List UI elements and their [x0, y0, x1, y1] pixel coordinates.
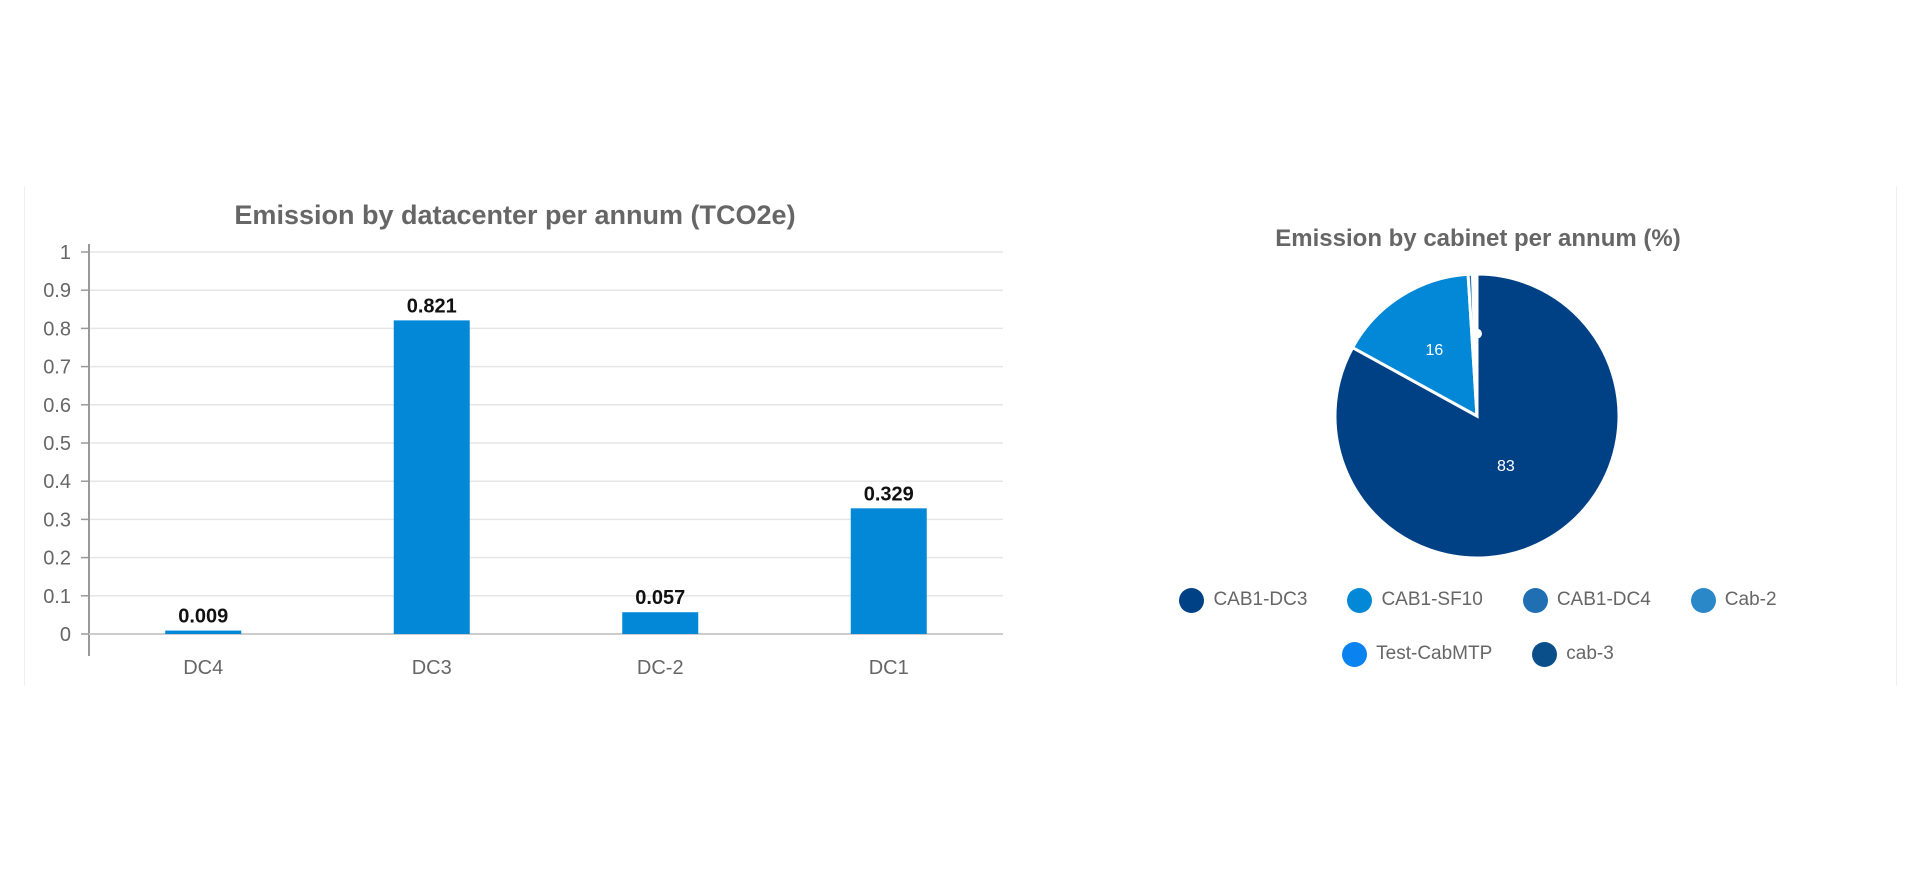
x-tick-label: DC4: [183, 657, 223, 679]
pie-data-label: 16: [1425, 342, 1443, 359]
bar-chart-panel: Emission by datacenter per annum (TCO2e)…: [24, 186, 1005, 686]
bar-data-label: 0.009: [178, 606, 228, 628]
pie-chart-panel: Emission by cabinet per annum (%) 83 16 C…: [1060, 186, 1897, 686]
legend-label: CAB1-DC4: [1556, 589, 1651, 610]
pie-slice-cab1-sf10[interactable]: [1350, 272, 1479, 419]
pie-data-label: 83: [1497, 458, 1515, 475]
y-axis-ticks: 0 0.1 0.2 0.3 0.4 0.5 0.6 0.7 0.8 0.9 1: [43, 242, 71, 646]
legend-swatch: [1179, 587, 1205, 613]
y-tick-label: 0.4: [43, 471, 71, 493]
legend-label: Cab-2: [1724, 589, 1777, 610]
bar-dc3[interactable]: [393, 320, 470, 634]
bar-chart-title: Emission by datacenter per annum (TCO2e): [234, 200, 795, 230]
legend-item-cab1-sf10[interactable]: CAB1-SF10: [1347, 586, 1483, 614]
x-tick-label: DC-2: [637, 657, 684, 679]
x-axis-ticks: DC4 DC3 DC-2 DC1: [183, 657, 909, 679]
bar-grid: [81, 244, 1003, 656]
bar-dc1[interactable]: [850, 508, 927, 634]
y-tick-label: 1: [60, 242, 71, 264]
y-tick-label: 0.8: [43, 318, 71, 340]
legend-label: cab-3: [1566, 643, 1614, 664]
legend-item-cab1-dc3[interactable]: CAB1-DC3: [1179, 586, 1307, 614]
bar-data-label: 0.329: [864, 483, 914, 505]
bar-dc-2[interactable]: [622, 612, 699, 634]
bars: [165, 320, 927, 634]
x-tick-label: DC1: [869, 657, 909, 679]
legend-swatch: [1347, 587, 1373, 613]
y-tick-label: 0.5: [43, 433, 71, 455]
legend-label: CAB1-SF10: [1381, 589, 1483, 610]
legend-swatch: [1532, 641, 1558, 667]
y-tick-label: 0: [60, 624, 71, 646]
y-tick-label: 0.7: [43, 357, 71, 379]
pie-slice-marker: [1472, 328, 1482, 339]
legend-label: Test-CabMTP: [1376, 643, 1493, 664]
legend-item-test-cabmtp[interactable]: Test-CabMTP: [1342, 640, 1492, 668]
pie-legend: CAB1-DC3 CAB1-SF10 CAB1-DC4 Cab-2 Test-CabMT…: [1060, 586, 1896, 668]
legend-item-cab-2[interactable]: Cab-2: [1690, 586, 1777, 614]
bar-data-label: 0.821: [407, 295, 457, 317]
pie-slice-cab-3[interactable]: [1474, 272, 1479, 417]
y-tick-label: 0.6: [43, 395, 71, 417]
legend-label: CAB1-DC3: [1213, 589, 1308, 610]
legend-item-cab-3[interactable]: cab-3: [1532, 640, 1614, 668]
legend-swatch: [1342, 641, 1368, 667]
pie-chart-title: Emission by cabinet per annum (%): [1275, 225, 1680, 252]
y-tick-label: 0.1: [43, 586, 71, 608]
bar-data-label: 0.057: [635, 587, 685, 609]
bar-chart: Emission by datacenter per annum (TCO2e)…: [43, 200, 1003, 679]
x-tick-label: DC3: [412, 657, 452, 679]
y-tick-label: 0.9: [43, 280, 71, 302]
y-tick-label: 0.2: [43, 548, 71, 570]
pie-slices: [1333, 272, 1621, 560]
legend-swatch: [1690, 587, 1716, 613]
bar-data-labels: 0.009 0.821 0.057 0.329: [178, 295, 914, 627]
pie-data-labels: 83 16: [1425, 342, 1514, 475]
y-tick-label: 0.3: [43, 509, 71, 531]
bar-dc4[interactable]: [165, 630, 242, 634]
pie-chart: Emission by cabinet per annum (%) 83 16: [1275, 225, 1681, 560]
legend-swatch: [1522, 587, 1548, 613]
legend-item-cab1-dc4[interactable]: CAB1-DC4: [1522, 586, 1651, 614]
